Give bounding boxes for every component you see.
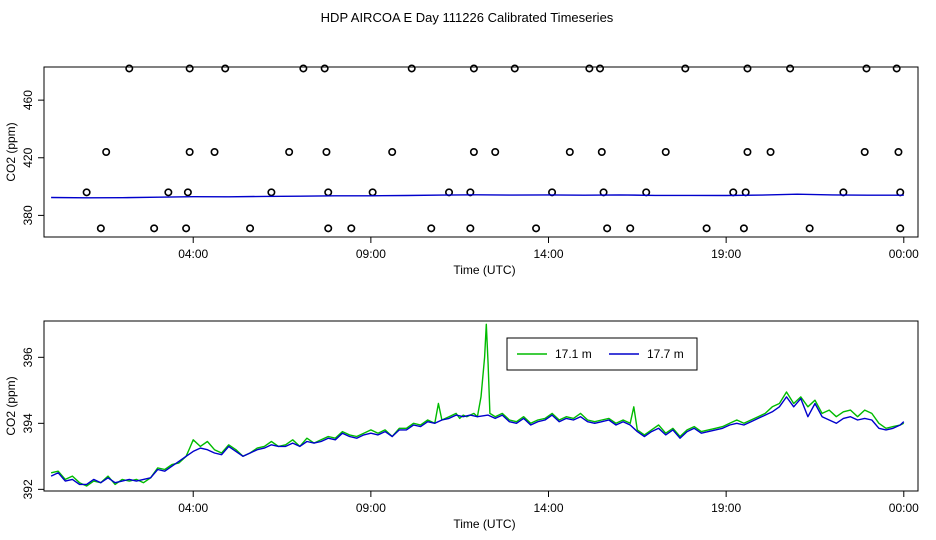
series-line-17-7-m xyxy=(50,396,905,486)
data-point xyxy=(786,64,795,73)
data-point xyxy=(347,224,356,233)
data-point xyxy=(183,188,192,197)
x-tick-label: 04:00 xyxy=(178,501,208,515)
y-axis-label: CO2 (ppm) xyxy=(4,122,18,181)
data-point xyxy=(407,64,416,73)
data-point xyxy=(510,64,519,73)
data-point xyxy=(96,224,105,233)
x-tick-label: 19:00 xyxy=(711,247,741,261)
data-point xyxy=(702,224,711,233)
data-point xyxy=(532,224,541,233)
y-tick-label: 420 xyxy=(21,147,35,167)
data-point xyxy=(729,188,738,197)
panel-co2-zoomed: 04:00 09:00 14:00 19:00 00:00 392 394 396 Time (… xyxy=(4,320,919,531)
legend-label: 17.7 m xyxy=(647,347,684,361)
data-point xyxy=(739,224,748,233)
data-point xyxy=(681,64,690,73)
data-point xyxy=(285,148,294,157)
data-point xyxy=(469,64,478,73)
data-point xyxy=(805,224,814,233)
data-point xyxy=(743,148,752,157)
y-axis-label: CO2 (ppm) xyxy=(4,376,18,435)
data-point xyxy=(585,64,594,73)
data-point xyxy=(320,64,329,73)
x-tick-label: 04:00 xyxy=(178,247,208,261)
y-tick-label: 380 xyxy=(21,205,35,225)
data-point xyxy=(388,148,397,157)
x-tick-label: 09:00 xyxy=(356,247,386,261)
x-tick-label: 09:00 xyxy=(356,501,386,515)
data-point xyxy=(182,224,191,233)
data-point xyxy=(210,148,219,157)
x-axis-label: Time (UTC) xyxy=(453,263,515,277)
data-point xyxy=(164,188,173,197)
data-point xyxy=(892,64,901,73)
x-tick-label: 19:00 xyxy=(711,501,741,515)
data-point xyxy=(597,148,606,157)
data-point xyxy=(896,224,905,233)
data-point xyxy=(368,188,377,197)
data-point xyxy=(469,148,478,157)
data-point xyxy=(82,188,91,197)
data-point xyxy=(862,64,871,73)
data-point xyxy=(491,148,500,157)
data-point xyxy=(766,148,775,157)
data-point xyxy=(322,148,331,157)
data-point xyxy=(860,148,869,157)
data-point xyxy=(894,148,903,157)
x-tick-label: 00:00 xyxy=(889,247,919,261)
data-point xyxy=(743,64,752,73)
x-tick-label: 00:00 xyxy=(889,501,919,515)
data-point xyxy=(626,224,635,233)
data-point xyxy=(466,224,475,233)
data-point xyxy=(221,64,230,73)
x-axis-label: Time (UTC) xyxy=(453,517,515,531)
data-point xyxy=(125,64,134,73)
data-point xyxy=(299,64,308,73)
series-line xyxy=(51,193,904,199)
plot-frame xyxy=(43,66,919,238)
y-tick-label: 460 xyxy=(21,90,35,110)
data-point xyxy=(324,188,333,197)
y-tick-label: 392 xyxy=(21,479,35,499)
data-point xyxy=(596,64,605,73)
data-point xyxy=(185,148,194,157)
legend: 17.1 m 17.7 m xyxy=(506,337,698,371)
legend-label: 17.1 m xyxy=(555,347,592,361)
data-point xyxy=(102,148,111,157)
data-point xyxy=(185,64,194,73)
x-tick-label: 14:00 xyxy=(533,501,563,515)
data-point xyxy=(150,224,159,233)
data-point xyxy=(661,148,670,157)
panel-co2-calibrated: 04:00 09:00 14:00 19:00 00:00 380 420 460 Time (… xyxy=(4,64,919,277)
y-tick-label: 394 xyxy=(21,413,35,433)
x-tick-label: 14:00 xyxy=(533,247,563,261)
data-point xyxy=(603,224,612,233)
series-line-17-1-m xyxy=(50,323,905,487)
data-point xyxy=(427,224,436,233)
page-title: HDP AIRCOA E Day 111226 Calibrated Times… xyxy=(321,10,614,25)
y-tick-label: 396 xyxy=(21,347,35,367)
data-point xyxy=(267,188,276,197)
data-point xyxy=(324,224,333,233)
plot-frame xyxy=(43,320,919,492)
data-point xyxy=(565,148,574,157)
data-point xyxy=(246,224,255,233)
